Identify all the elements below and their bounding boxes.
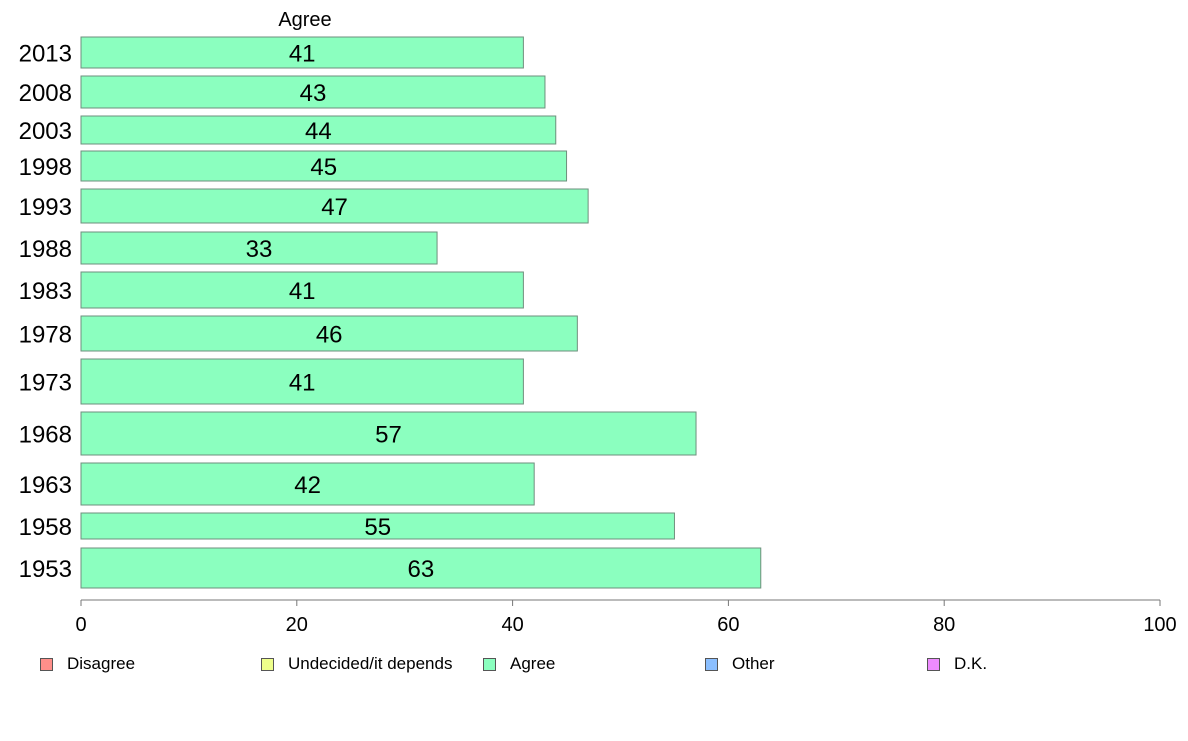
legend-swatch-disagree	[40, 657, 53, 671]
bar-value-label-1968: 57	[375, 422, 402, 449]
x-tick-label-20: 20	[286, 614, 308, 636]
bar-value-label-1993: 47	[321, 194, 348, 221]
x-tick-label-40: 40	[501, 614, 523, 636]
bar-1958	[80, 512, 675, 540]
bar-value-label-1953: 63	[408, 556, 435, 583]
category-label-1998: 1998	[19, 154, 72, 181]
bar-value-label-1963: 42	[294, 472, 321, 499]
legend-label-dk: D.K.	[954, 654, 988, 673]
bar-1988	[80, 231, 438, 265]
legend-swatch-agree	[483, 657, 496, 671]
bar-value-label-2003: 44	[305, 118, 332, 145]
legend-label-agree: Agree	[510, 654, 556, 673]
bar-2003	[80, 115, 557, 145]
legend-item-other: Other	[705, 654, 775, 674]
category-label-1978: 1978	[19, 322, 72, 349]
category-label-1993: 1993	[19, 194, 72, 221]
legend-item-agree: Agree	[483, 654, 555, 674]
bar-value-label-2013: 41	[289, 41, 316, 68]
bar-value-label-1988: 33	[246, 236, 273, 263]
bar-1953	[80, 547, 762, 589]
legend-label-undecided: Undecided/it depends	[288, 654, 453, 673]
x-tick-label-0: 0	[75, 614, 86, 636]
category-label-1958: 1958	[19, 514, 72, 541]
category-label-1968: 1968	[19, 422, 72, 449]
bar-value-label-2008: 43	[300, 80, 327, 107]
legend-swatch-undecided	[261, 657, 274, 671]
bar-1978	[80, 315, 578, 352]
bar-value-label-1973: 41	[289, 370, 316, 397]
legend-item-disagree: Disagree	[40, 654, 135, 674]
bar-2008	[80, 75, 546, 109]
category-label-2013: 2013	[19, 41, 72, 68]
legend-item-dk: D.K.	[927, 654, 987, 674]
category-label-1973: 1973	[19, 370, 72, 397]
legend: Disagree Undecided/it depends Agree Othe…	[0, 650, 1188, 680]
x-tick-label-100: 100	[1143, 614, 1176, 636]
bar-value-label-1978: 46	[316, 322, 343, 349]
legend-swatch-dk	[927, 657, 940, 671]
bar-1963	[80, 462, 535, 506]
bar-value-label-1983: 41	[289, 278, 316, 305]
x-tick-label-80: 80	[933, 614, 955, 636]
chart-title: Agree	[278, 9, 331, 31]
bar-2013	[80, 36, 524, 69]
legend-label-disagree: Disagree	[67, 654, 136, 673]
category-label-1988: 1988	[19, 236, 72, 263]
category-label-2008: 2008	[19, 80, 72, 107]
legend-item-undecided: Undecided/it depends	[261, 654, 452, 674]
category-label-1963: 1963	[19, 472, 72, 499]
bar-value-label-1998: 45	[310, 154, 337, 181]
legend-swatch-other	[705, 657, 718, 671]
category-label-2003: 2003	[19, 118, 72, 145]
bar-1998	[80, 150, 568, 182]
x-tick-label-60: 60	[717, 614, 739, 636]
bar-1973	[80, 358, 524, 405]
bar-1968	[80, 411, 697, 456]
bar-1993	[80, 188, 589, 224]
category-label-1953: 1953	[19, 556, 72, 583]
category-label-1983: 1983	[19, 278, 72, 305]
bar-1983	[80, 271, 524, 309]
bar-value-label-1958: 55	[364, 514, 391, 541]
legend-label-other: Other	[732, 654, 775, 673]
